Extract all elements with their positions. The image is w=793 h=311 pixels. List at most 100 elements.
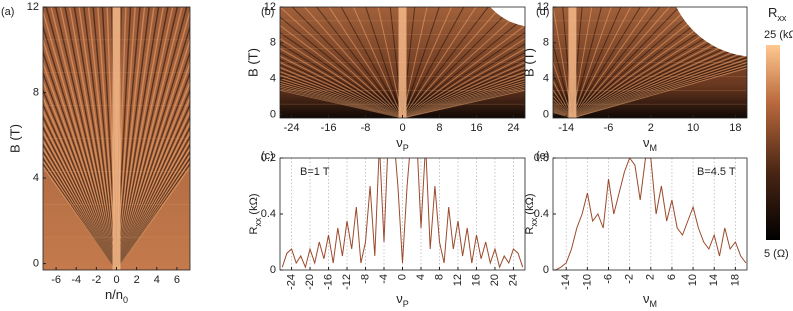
heatmap-fan xyxy=(402,7,489,118)
heatmap-fan xyxy=(43,130,118,270)
heatmap-fan xyxy=(115,143,190,270)
heatmap-fan xyxy=(87,7,118,270)
heatmap-fan xyxy=(280,83,403,118)
heatmap-fan xyxy=(280,89,403,118)
heatmap-fan xyxy=(43,9,118,270)
annotation: B=4.5 T xyxy=(697,166,736,178)
heatmap-fan xyxy=(92,7,118,270)
heatmap-fan xyxy=(572,64,747,118)
heatmap-fan xyxy=(352,7,403,118)
heatmap-image xyxy=(43,7,190,270)
heatmap-fan xyxy=(115,7,179,270)
y-axis-label-main: R xyxy=(524,227,536,235)
heatmap-fan xyxy=(571,7,612,118)
x-tick-label: 8 xyxy=(436,122,442,134)
x-tick-label: -16 xyxy=(321,122,337,134)
y-axis-label: Rxx (kΩ) xyxy=(524,193,539,234)
x-axis-label-sub: P xyxy=(403,143,409,153)
heatmap-fan xyxy=(328,7,403,118)
y-tick-label: 0.4 xyxy=(261,208,276,220)
heatmap-blank xyxy=(676,7,747,57)
x-axis-label-main: n/n xyxy=(105,287,123,302)
y-axis-label: B (T) xyxy=(7,124,22,153)
annotation: B=1 T xyxy=(300,166,330,178)
y-axis-label: B (T) xyxy=(245,48,260,77)
x-tick-label: -6 xyxy=(51,274,61,286)
heatmap-fan xyxy=(115,7,141,270)
panel-label: (a) xyxy=(1,6,14,18)
heatmap-fan xyxy=(115,96,190,270)
heatmap-fan xyxy=(115,150,190,270)
heatmap-fan xyxy=(115,38,190,270)
heatmap-fan xyxy=(303,7,403,118)
y-axis-label-unit: (kΩ) xyxy=(248,193,260,214)
heatmap-fan xyxy=(402,43,525,118)
heatmap-fan xyxy=(572,40,747,118)
heatmap-fan xyxy=(572,48,747,118)
heatmap-fan xyxy=(572,7,671,118)
heatmap-fan xyxy=(402,84,525,118)
heatmap-fan xyxy=(572,7,680,118)
heatmap-fan xyxy=(115,147,190,270)
heatmap-fan xyxy=(115,157,190,270)
heatmap-fan xyxy=(115,7,150,270)
x-axis-label-sub: M xyxy=(650,299,658,309)
x-axis-label-sub: P xyxy=(403,299,409,309)
heatmap-fan xyxy=(402,74,525,118)
y-tick-label: 4 xyxy=(543,73,549,85)
heatmap-fan xyxy=(553,42,573,118)
heatmap-fan xyxy=(402,83,525,118)
heatmap-fan xyxy=(280,48,403,118)
heatmap-fan xyxy=(115,139,190,270)
heatmap-fan xyxy=(43,159,118,270)
heatmap-fan xyxy=(43,135,118,270)
heatmap-fan xyxy=(402,88,525,118)
y-tick-label: 4 xyxy=(33,172,39,184)
plot-frame xyxy=(552,6,748,119)
heatmap-fan xyxy=(280,74,403,118)
heatmap-fan xyxy=(43,120,118,270)
heatmap-fan xyxy=(340,7,403,118)
x-tick-label: -14 xyxy=(560,274,572,290)
heatmap-fan xyxy=(402,24,525,118)
x-tick-label: 24 xyxy=(507,274,519,286)
heatmap-fan xyxy=(572,22,747,118)
x-tick-label: 8 xyxy=(433,274,445,280)
x-axis-label: νP xyxy=(396,135,409,153)
heatmap-fan xyxy=(115,7,160,270)
panel-label: (b) xyxy=(261,6,274,18)
heatmap-fan xyxy=(115,7,174,270)
y-axis-label-sub: xx xyxy=(253,217,263,227)
x-tick-label: -14 xyxy=(558,122,574,134)
heatmap-fan xyxy=(83,7,118,270)
heatmap-fan xyxy=(280,61,403,118)
x-axis-label: νM xyxy=(643,135,657,153)
heatmap-fan xyxy=(572,61,747,118)
y-tick-label: 0.2 xyxy=(261,152,276,164)
y-axis-label-main: R xyxy=(248,227,260,235)
colorbar-title-main: R xyxy=(768,5,777,20)
y-tick-label: 0 xyxy=(543,108,549,120)
heatmap-fan xyxy=(553,79,573,118)
heatmap-fan xyxy=(115,7,155,270)
heatmap-fan xyxy=(54,7,118,270)
heatmap-fan xyxy=(115,61,190,270)
heatmap-fan xyxy=(572,30,747,118)
x-tick-label: -4 xyxy=(71,274,81,286)
heatmap-fan xyxy=(115,7,188,270)
heatmap-fan xyxy=(280,89,403,118)
heatmap-fan xyxy=(64,7,118,270)
heatmap-fan xyxy=(553,89,573,118)
y-tick-label: 0 xyxy=(543,264,549,276)
heatmap-image xyxy=(280,7,525,118)
heatmap-fan xyxy=(43,61,118,270)
heatmap-fan xyxy=(115,24,190,270)
heatmap-fan xyxy=(553,60,573,118)
heatmap-fan xyxy=(280,71,403,118)
x-tick-label: 4 xyxy=(154,274,160,286)
heatmap-fan xyxy=(280,16,403,118)
x-tick-label: -10 xyxy=(581,274,593,290)
heatmap-fan xyxy=(280,7,403,118)
y-tick-label: 8 xyxy=(543,37,549,49)
heatmap-fan xyxy=(402,52,525,118)
